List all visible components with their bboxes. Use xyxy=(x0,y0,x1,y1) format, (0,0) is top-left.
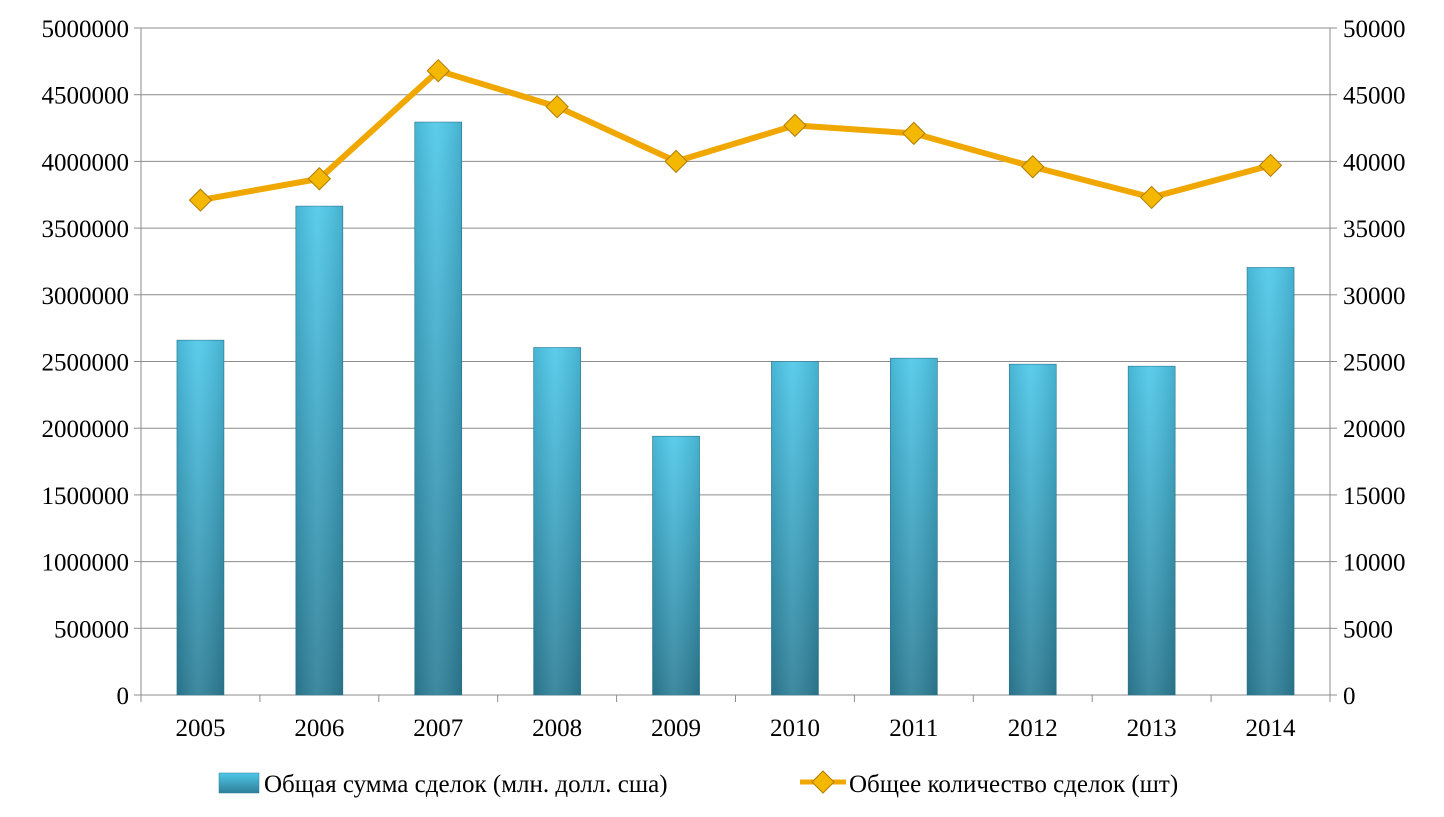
right-axis-ticks: 0 5000 10000 15000 20000 25000 30000 35000 40000… xyxy=(1343,16,1406,710)
x-tick-label: 2008 xyxy=(532,715,582,742)
x-axis-ticks: 2005 2006 2007 2008 2009 2010 2011 2012 2013 2014 xyxy=(175,715,1296,742)
x-tick-label: 2006 xyxy=(294,715,344,742)
line-marker xyxy=(1258,153,1283,178)
bar-shading xyxy=(533,347,581,695)
left-tick-label: 4000000 xyxy=(42,149,130,176)
bar-shading xyxy=(1247,267,1295,695)
right-tick-label: 15000 xyxy=(1343,483,1406,510)
x-tick-label: 2007 xyxy=(413,715,463,742)
right-tick-label: 45000 xyxy=(1343,83,1406,110)
right-tick-label: 25000 xyxy=(1343,350,1406,377)
x-tick-label: 2014 xyxy=(1246,715,1297,742)
right-tick-label: 10000 xyxy=(1343,550,1406,577)
legend: Общая сумма сделок (млн. долл. сша) Обще… xyxy=(218,770,1178,798)
bar-series xyxy=(176,121,1295,696)
right-tick-label: 5000 xyxy=(1343,616,1393,643)
legend-label-bars: Общая сумма сделок (млн. долл. сша) xyxy=(264,771,668,798)
left-tick-label: 1000000 xyxy=(42,550,130,577)
right-tick-label: 40000 xyxy=(1343,149,1406,176)
left-axis-ticks: 0 500000 1000000 1500000 2000000 2500000 30000… xyxy=(42,16,130,710)
right-tick-label: 0 xyxy=(1343,683,1356,710)
bar-shading xyxy=(890,358,938,695)
right-tick-label: 30000 xyxy=(1343,283,1406,310)
bar-shading xyxy=(176,340,224,695)
legend-bar-swatch xyxy=(218,772,260,794)
bar-shading xyxy=(1009,364,1057,695)
right-tick-label: 20000 xyxy=(1343,416,1406,443)
left-tick-label: 3500000 xyxy=(42,216,130,243)
x-tick-label: 2010 xyxy=(770,715,820,742)
x-tick-label: 2013 xyxy=(1127,715,1177,742)
bar-shading xyxy=(771,361,819,695)
left-tick-label: 500000 xyxy=(54,616,129,643)
bar-shading xyxy=(414,122,462,695)
bar-shading xyxy=(1128,366,1176,695)
legend-marker-diamond xyxy=(811,770,835,794)
line-marker xyxy=(783,113,807,138)
line-marker xyxy=(545,94,569,119)
x-tick-label: 2011 xyxy=(889,715,938,742)
bar-shading xyxy=(652,436,700,695)
line-marker xyxy=(664,149,688,174)
x-tick-label: 2012 xyxy=(1008,715,1058,742)
left-tick-label: 0 xyxy=(117,683,130,710)
left-tick-label: 4500000 xyxy=(42,83,130,110)
bar-shading xyxy=(295,206,343,696)
line-marker xyxy=(426,58,450,83)
line-path xyxy=(197,67,1274,204)
line-marker xyxy=(902,121,926,146)
legend-item-bars: Общая сумма сделок (млн. долл. сша) xyxy=(218,771,668,798)
legend-label-line: Общее количество сделок (шт) xyxy=(849,771,1178,798)
line-marker xyxy=(1021,155,1045,179)
x-tick-label: 2005 xyxy=(175,715,225,742)
line-marker xyxy=(307,167,332,191)
line-series xyxy=(188,58,1283,212)
left-tick-label: 2500000 xyxy=(42,350,130,377)
legend-item-line: Общее количество сделок (шт) xyxy=(800,770,1178,798)
left-tick-label: 5000000 xyxy=(42,16,130,43)
left-tick-label: 3000000 xyxy=(42,283,130,310)
line-marker xyxy=(1139,185,1164,210)
left-tick-label: 1500000 xyxy=(42,483,130,510)
left-tick-label: 2000000 xyxy=(42,416,130,443)
line-marker xyxy=(188,188,213,212)
x-tick-label: 2009 xyxy=(651,715,701,742)
right-tick-label: 35000 xyxy=(1343,216,1406,243)
right-tick-label: 50000 xyxy=(1343,16,1406,43)
